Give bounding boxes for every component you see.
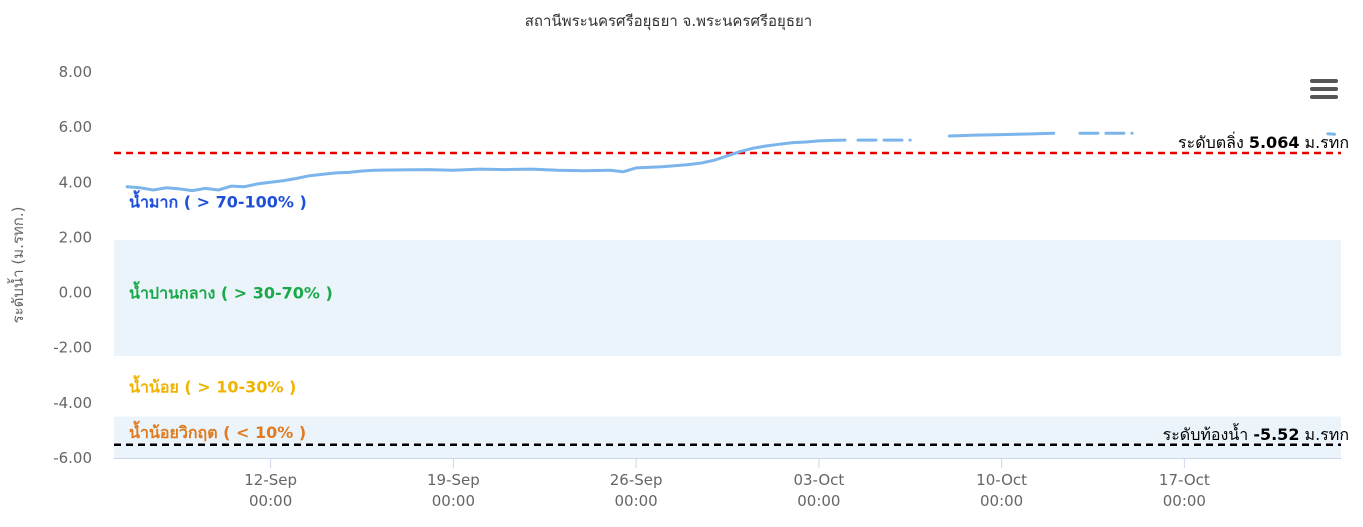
zone-label: น้ำปานกลาง ( > 30-70% ) bbox=[129, 281, 333, 303]
y-tick-label: 2.00 bbox=[59, 228, 92, 246]
series-line bbox=[947, 131, 1056, 138]
zone-label: น้ำน้อยวิกฤต ( < 10% ) bbox=[129, 420, 306, 442]
y-tick-label: -6.00 bbox=[53, 449, 92, 467]
x-tick-label-time: 00:00 bbox=[249, 492, 292, 510]
x-tick-label: 17-Oct bbox=[1159, 471, 1210, 489]
x-tick-label: 19-Sep bbox=[427, 471, 480, 489]
y-tick-label: -4.00 bbox=[53, 394, 92, 412]
y-tick-label: -2.00 bbox=[53, 339, 92, 357]
x-tick-label-time: 00:00 bbox=[980, 492, 1023, 510]
x-tick-label-time: 00:00 bbox=[615, 492, 658, 510]
y-tick-label: 8.00 bbox=[59, 63, 92, 81]
plot-line-label: ระดับตลิ่ง 5.064 ม.รทก bbox=[1178, 131, 1349, 152]
plot-band bbox=[114, 416, 1341, 458]
x-tick-label-time: 00:00 bbox=[432, 492, 475, 510]
series-line bbox=[1326, 132, 1336, 136]
series-line bbox=[125, 138, 847, 193]
y-tick-label: 6.00 bbox=[59, 118, 92, 136]
plot-band bbox=[114, 240, 1341, 356]
y-tick-label: 4.00 bbox=[59, 173, 92, 191]
x-tick-label: 03-Oct bbox=[793, 471, 844, 489]
x-tick-label: 10-Oct bbox=[976, 471, 1027, 489]
x-tick-label: 26-Sep bbox=[610, 471, 663, 489]
y-tick-label: 0.00 bbox=[59, 284, 92, 302]
y-axis-title: ระดับน้ำ (ม.รทก.) bbox=[7, 207, 27, 324]
chart-menu-icon[interactable] bbox=[1310, 79, 1338, 101]
chart-title: สถานีพระนครศรีอยุธยา จ.พระนครศรีอยุธยา bbox=[524, 12, 813, 30]
x-tick-label: 12-Sep bbox=[244, 471, 297, 489]
x-tick-label-time: 00:00 bbox=[1163, 492, 1206, 510]
zone-label: น้ำน้อย ( > 10-30% ) bbox=[129, 374, 296, 396]
plot-line-label: ระดับท้องน้ำ -5.52 ม.รทก bbox=[1163, 423, 1349, 444]
x-tick-label-time: 00:00 bbox=[797, 492, 840, 510]
zone-label: น้ำมาก ( > 70-100% ) bbox=[129, 190, 307, 212]
